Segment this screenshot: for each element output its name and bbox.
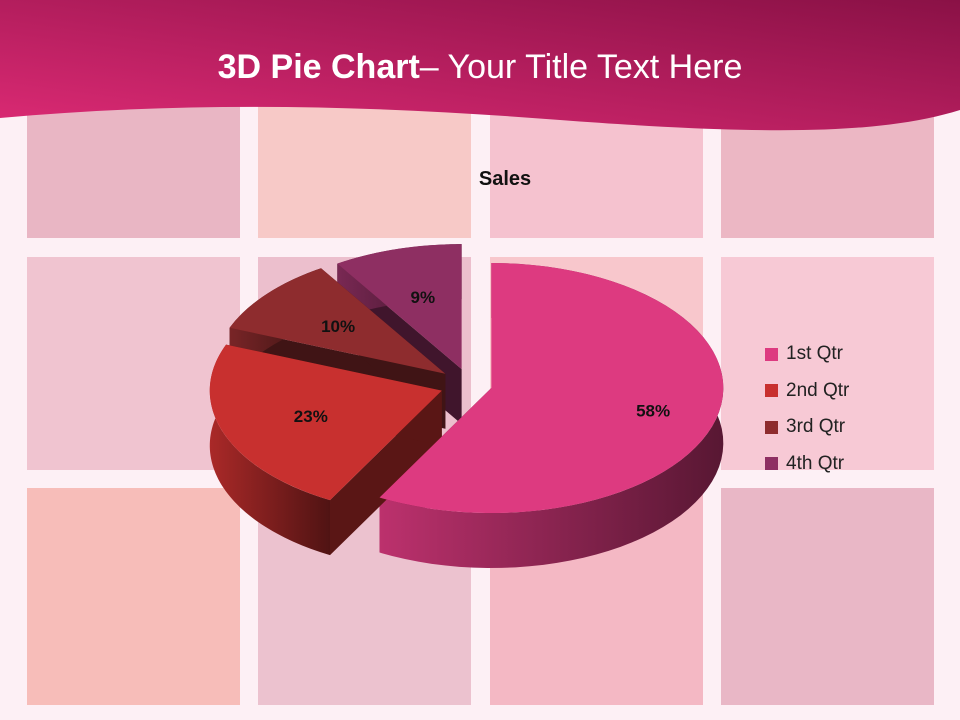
pie-slice-3 xyxy=(229,268,446,374)
legend-swatch xyxy=(765,457,778,471)
background-tile xyxy=(721,257,934,470)
data-label: 58% xyxy=(636,401,670,420)
legend-label: 4th Qtr xyxy=(786,452,845,474)
legend-label: 2nd Qtr xyxy=(786,379,850,401)
chart-title: Sales xyxy=(478,168,532,190)
background-tile xyxy=(27,257,240,470)
legend-swatch xyxy=(765,420,778,434)
background-tile xyxy=(721,488,934,705)
legend-swatch xyxy=(765,384,778,398)
legend-item: 3rd Qtr xyxy=(765,409,849,446)
chart-legend: 1st Qtr 2nd Qtr 3rd Qtr 4th Qtr xyxy=(765,336,849,482)
background-tile xyxy=(258,95,471,238)
background-tile xyxy=(27,95,240,238)
background-tile xyxy=(27,488,240,705)
legend-swatch xyxy=(765,347,778,361)
legend-item: 4th Qtr xyxy=(765,446,849,483)
legend-item: 2nd Qtr xyxy=(765,373,849,410)
data-label: 10% xyxy=(321,317,355,336)
title-banner xyxy=(0,0,960,131)
pie-slice-side xyxy=(209,344,331,556)
data-label: 9% xyxy=(411,288,436,307)
legend-item: 1st Qtr xyxy=(765,336,849,373)
legend-label: 1st Qtr xyxy=(786,343,844,365)
pie-slice-1 xyxy=(379,263,724,514)
legend-label: 3rd Qtr xyxy=(786,416,846,438)
slide-title: 3D Pie Chart– Your Title Text Here xyxy=(217,48,743,86)
pie-slice-4 xyxy=(337,244,462,370)
data-label: 23% xyxy=(294,407,328,426)
pie-slice-2 xyxy=(209,344,442,501)
